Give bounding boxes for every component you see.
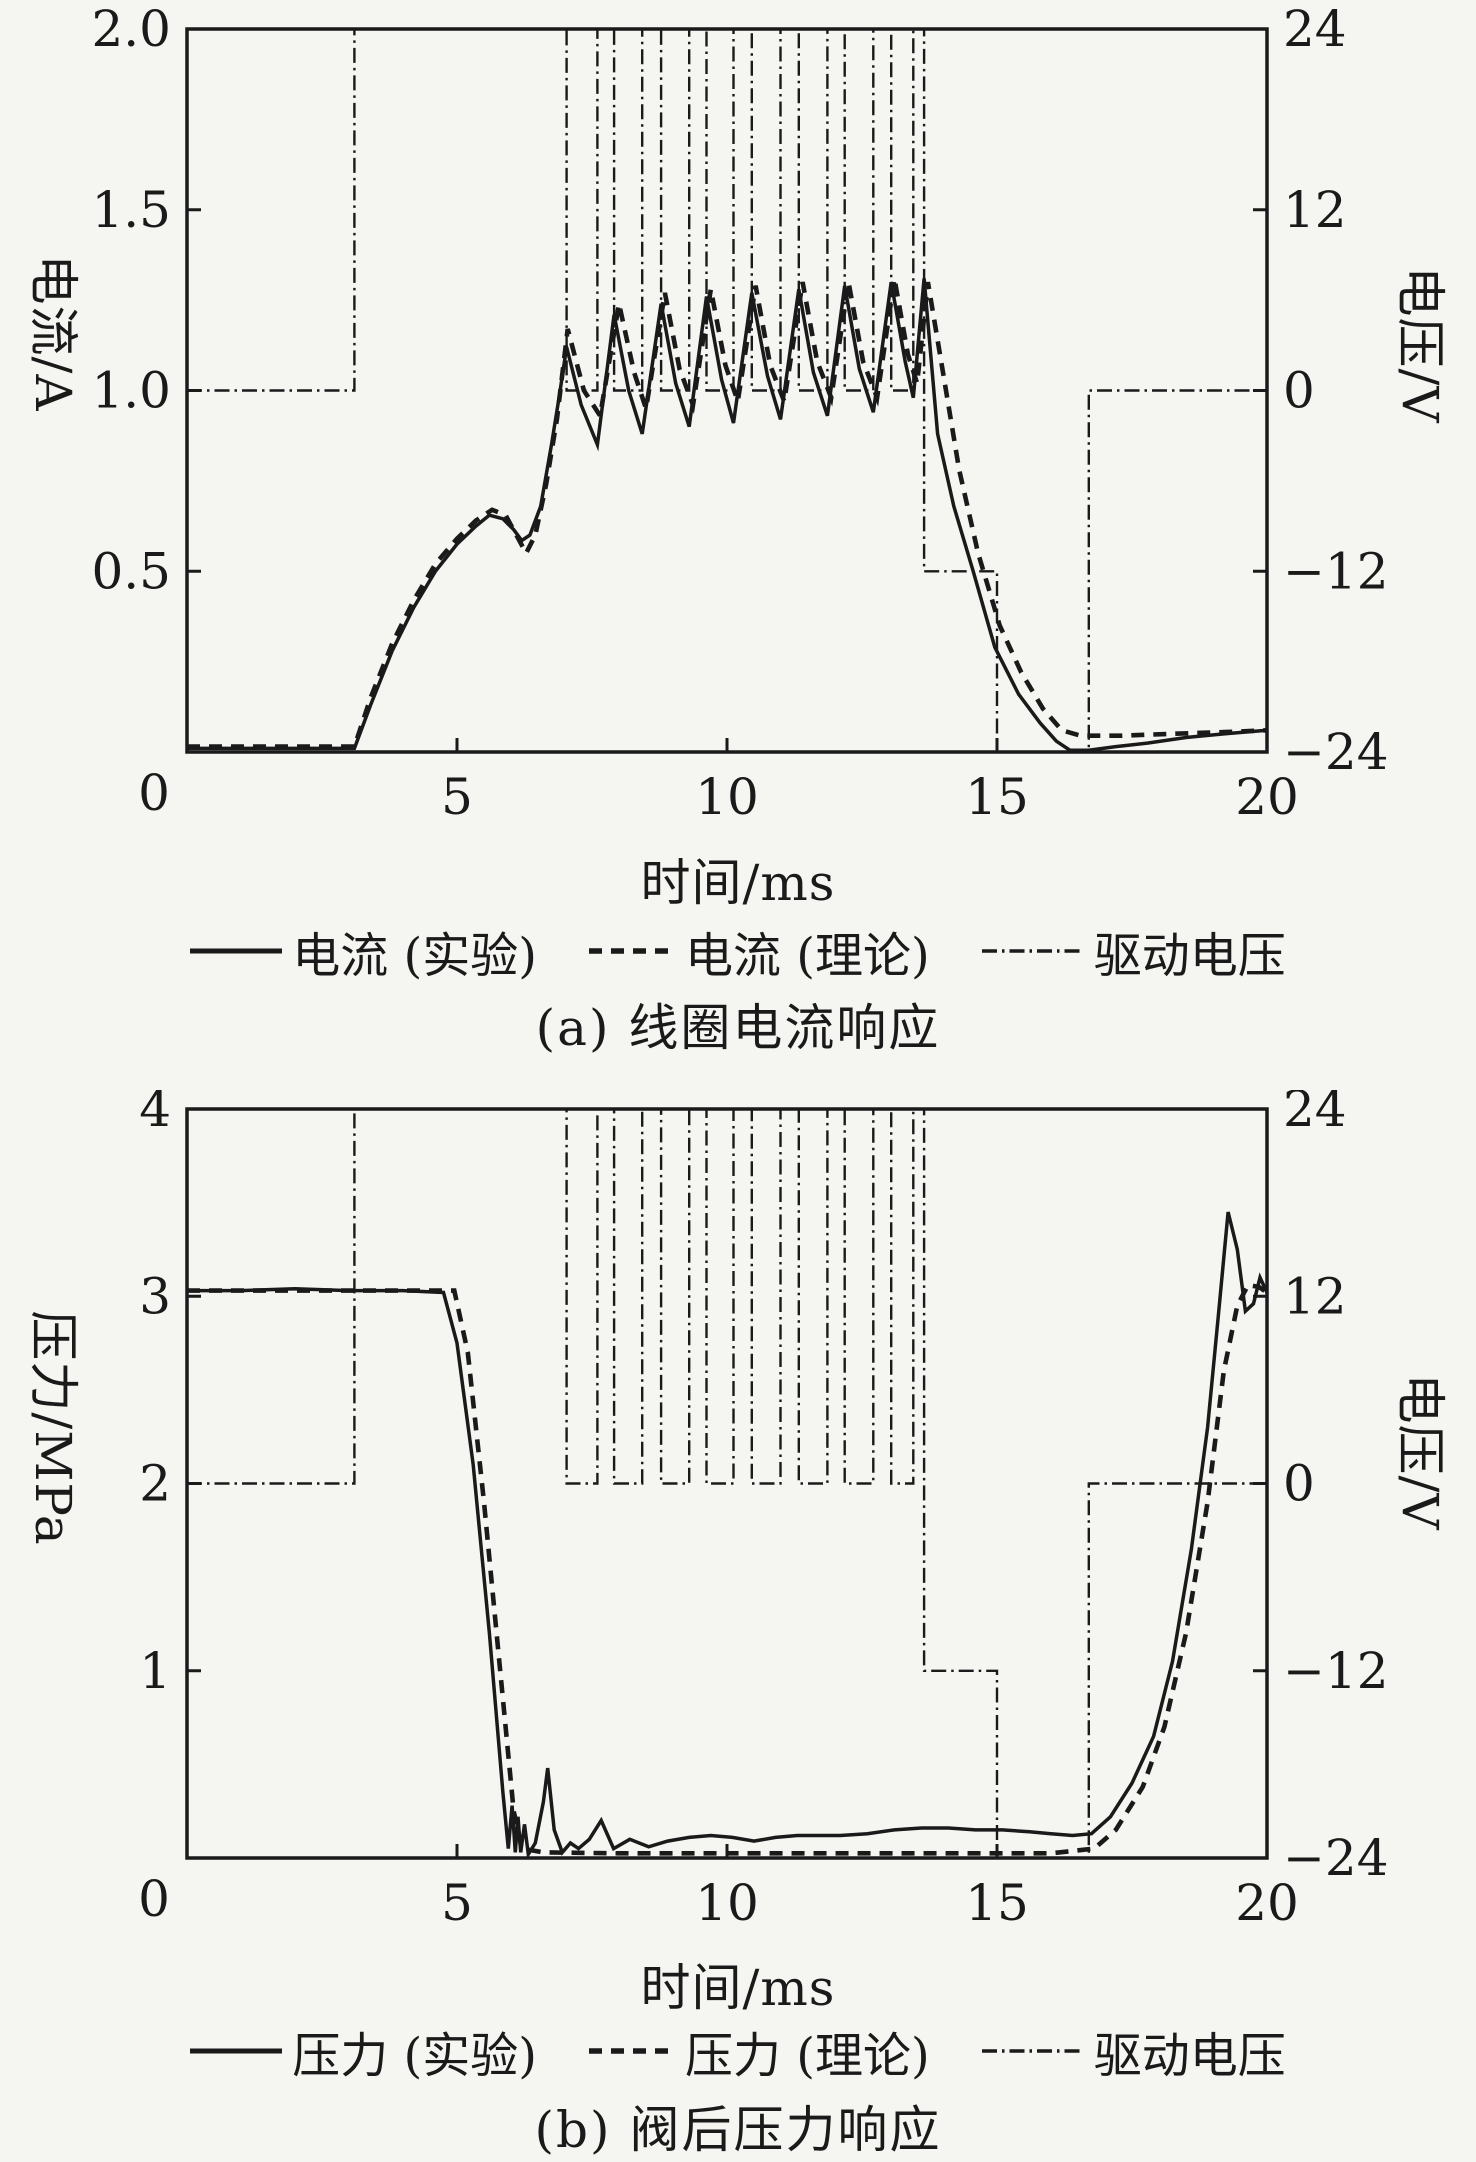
- series-dashed-line: [187, 1282, 1269, 1856]
- legend-solid-line-sample: [190, 2048, 283, 2054]
- x-tick-label: 15: [965, 1874, 1029, 1932]
- x-tick-label: 10: [695, 1874, 759, 1932]
- legend-label: 电流 (实验): [292, 928, 537, 984]
- chart-a-caption: (a) 线圈电流响应: [535, 999, 941, 1057]
- x-tick-label: 15: [965, 768, 1029, 826]
- legend-item: 压力 (实验): [190, 2016, 537, 2086]
- y2-tick-label: 12: [1283, 181, 1347, 239]
- legend-item: 压力 (理论): [588, 2016, 930, 2086]
- series-dashdot-line: [187, 27, 1267, 754]
- chart-b-legend: 压力 (实验) 压力 (理论) 驱动电压: [0, 2016, 1476, 2086]
- legend-item: 电流 (实验): [190, 916, 537, 986]
- legend-dashdot-line-sample: [981, 949, 1084, 953]
- chart-a-legend: 电流 (实验) 电流 (理论) 驱动电压: [0, 916, 1476, 986]
- x-tick-label: 20: [1235, 1874, 1299, 1932]
- legend-item: 驱动电压: [981, 916, 1286, 986]
- chart-b-x-axis-label: 时间/ms: [640, 1959, 836, 2017]
- y-tick-label: 1.0: [91, 362, 171, 420]
- x-tick-label: 10: [695, 768, 759, 826]
- series-solid-line: [187, 278, 1268, 752]
- x-tick-label: 5: [441, 768, 473, 826]
- y2-tick-label: 24: [1283, 1090, 1347, 1138]
- chart-coil-current: 5 10 15 20 0 0.5 1.0 1.5 2.0 −24 −12 0 12 24 时间/ms 电流…: [0, 0, 1476, 1057]
- x-tick-label: 5: [441, 1874, 473, 1932]
- x-tick-label: 20: [1235, 768, 1299, 826]
- y-tick-label: 2.0: [91, 0, 171, 58]
- y2-tick-label: 0: [1283, 362, 1315, 420]
- y-tick-label: 3: [139, 1267, 171, 1325]
- legend-item: 驱动电压: [981, 2016, 1286, 2086]
- legend-solid-line-sample: [190, 948, 283, 954]
- y-tick-label: 4: [139, 1090, 171, 1138]
- y-tick-label: 0.5: [91, 542, 171, 600]
- series-solid-line: [187, 1211, 1269, 1860]
- chart-valve-pressure: 5 10 15 20 0 1 2 3 4 −24 −12 0 12 24 时间/ms 压力 (实验) 压力 …: [0, 1090, 1476, 2159]
- chart-a-y-axis-label-left: 电流/A: [24, 254, 82, 412]
- legend-dashdot-line-sample: [981, 2049, 1084, 2053]
- legend-item: 电流 (理论): [588, 916, 930, 986]
- series-dashed-line: [187, 277, 1268, 749]
- y2-tick-label: 0: [1283, 1455, 1315, 1513]
- series-dashdot-line: [187, 1107, 1267, 1860]
- legend-label: 压力 (实验): [292, 2028, 537, 2084]
- chart-a-plot-canvas: 5 10 15 20 0 0.5 1.0 1.5 2.0 −24 −12 0 12 24: [91, 0, 1389, 826]
- y2-tick-label: 24: [1283, 0, 1347, 58]
- chart-a-y-axis-label-right: 电压/V: [1391, 266, 1449, 424]
- legend-dashed-line-sample: [588, 948, 675, 954]
- legend-dashed-line-sample: [588, 2048, 675, 2054]
- y2-tick-label: −12: [1283, 542, 1389, 600]
- y2-tick-label: −24: [1283, 1829, 1389, 1887]
- y-tick-label: 2: [139, 1455, 171, 1513]
- chart-b-caption: (b) 阀后压力响应: [534, 2101, 942, 2159]
- y-tick-label: 1.5: [91, 181, 171, 239]
- legend-label: 压力 (理论): [684, 2028, 930, 2084]
- legend-label: 驱动电压: [1093, 928, 1286, 984]
- y2-tick-label: 12: [1283, 1267, 1347, 1325]
- y2-tick-label: −12: [1283, 1642, 1389, 1700]
- chart-a-x-axis-label: 时间/ms: [640, 854, 836, 912]
- origin-tick-label: 0: [138, 1870, 170, 1928]
- chart-b-y-axis-label-left: 压力/MPa: [24, 1310, 82, 1546]
- y2-tick-label: −24: [1283, 723, 1389, 781]
- legend-label: 电流 (理论): [684, 928, 930, 984]
- y-tick-label: 1: [139, 1642, 171, 1700]
- origin-tick-label: 0: [138, 764, 170, 822]
- legend-label: 驱动电压: [1093, 2028, 1286, 2084]
- chart-b-y-axis-label-right: 电压/V: [1391, 1373, 1449, 1531]
